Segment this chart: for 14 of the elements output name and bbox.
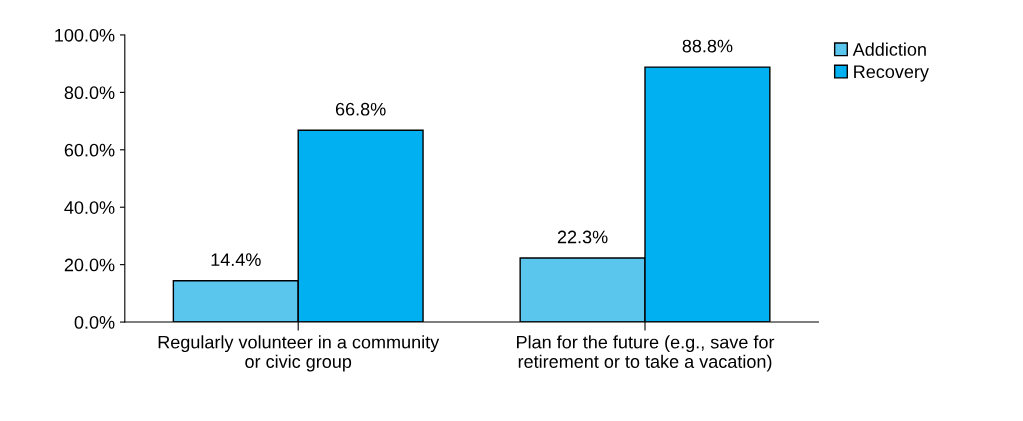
data-label: 88.8%: [682, 39, 733, 53]
data-label: 66.8%: [335, 102, 386, 116]
y-tick-label: 60.0%: [64, 143, 115, 157]
y-tick-label: 80.0%: [64, 86, 115, 100]
y-tick-label: 0.0%: [74, 316, 115, 329]
y-tick-label: 100.0%: [55, 28, 115, 42]
data-label: 14.4%: [211, 253, 261, 266]
y-tick-label: 20.0%: [64, 258, 115, 272]
legend-label: Addiction: [852, 42, 926, 56]
x-tick-label: Plan for the future (e.g., save for retirement or to take a vacation): [517, 335, 775, 372]
data-label: 22.3%: [557, 230, 608, 244]
legend-label: Recovery: [854, 65, 929, 82]
y-tick-label: 40.0%: [64, 201, 115, 214]
x-tick-label: Regularly volunteer in a community or civic group: [158, 335, 440, 372]
